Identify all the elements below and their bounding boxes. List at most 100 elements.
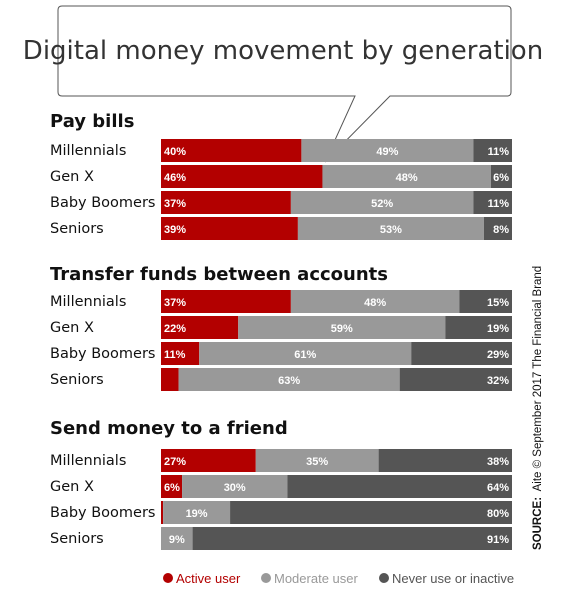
panel-pay-bills: Pay bills Millennials 40% 49% 11% Gen X 46% 48%… [50, 111, 512, 240]
data-label: 53% [380, 224, 402, 236]
category-label: Seniors [50, 221, 104, 237]
data-label: 29% [487, 349, 509, 361]
bar-segment-active [161, 501, 164, 524]
legend-label-active: Active user [176, 571, 241, 586]
bar-segment-never [399, 368, 512, 391]
bar-segment-never [287, 475, 512, 498]
category-label: Millennials [50, 453, 126, 469]
bar-segment-active [161, 139, 302, 162]
chart-title: Digital money movement by generation [23, 36, 543, 66]
data-label: 49% [376, 146, 398, 158]
data-label: 64% [487, 482, 509, 494]
bar-segment-never [473, 191, 512, 214]
category-label: Seniors [50, 372, 104, 388]
legend-label-moderate: Moderate user [274, 571, 358, 586]
bar-segment-active [161, 449, 256, 472]
data-label: 11% [488, 198, 510, 210]
bar-segment-moderate [163, 501, 231, 524]
legend-swatch-active [163, 573, 173, 583]
data-label: 46% [164, 172, 186, 184]
bar-segment-moderate [322, 165, 491, 188]
bar-segment-active [161, 217, 298, 240]
bar-segment-active [161, 316, 239, 339]
bar-segment-never [445, 316, 512, 339]
data-label: 40% [164, 146, 186, 158]
data-label: 38% [487, 456, 509, 468]
category-label: Baby Boomers [50, 195, 155, 211]
data-label: 19% [186, 508, 208, 520]
source-text: Aite © September 2017 The Financial Bran… [532, 266, 544, 492]
bar-segment-active [161, 475, 183, 498]
data-label: 37% [164, 297, 186, 309]
bar-segment-moderate [161, 527, 193, 550]
data-label: 19% [487, 323, 509, 335]
data-label: 8% [493, 224, 509, 236]
data-label: 32% [487, 375, 509, 387]
data-label: 61% [294, 349, 316, 361]
legend-label-never: Never use or inactive [392, 571, 514, 586]
data-label: 11% [164, 349, 186, 361]
category-label: Baby Boomers [50, 505, 155, 521]
data-label: 39% [164, 224, 186, 236]
bar-segment-never [230, 501, 512, 524]
bar-segment-moderate [199, 342, 412, 365]
category-label: Gen X [50, 320, 94, 336]
chart-panels: Pay bills Millennials 40% 49% 11% Gen X 46% 48%… [50, 111, 512, 550]
data-label: 30% [224, 482, 246, 494]
data-label: 15% [487, 297, 509, 309]
source-note: SOURCE: Aite © September 2017 The Financ… [532, 266, 544, 550]
category-label: Seniors [50, 531, 104, 547]
data-label: 37% [164, 198, 186, 210]
bar-segment-moderate [182, 475, 288, 498]
panel-title: Send money to a friend [50, 418, 288, 439]
bar-segment-moderate [297, 217, 484, 240]
category-label: Gen X [50, 479, 94, 495]
data-label: 11% [488, 146, 510, 158]
category-label: Baby Boomers [50, 346, 155, 362]
bar-segment-never [483, 217, 512, 240]
data-label: 6% [493, 172, 509, 184]
category-label: Gen X [50, 169, 94, 185]
bar-segment-never [473, 139, 512, 162]
data-label: 48% [364, 297, 386, 309]
data-label: 27% [164, 456, 186, 468]
bar-segment-never [192, 527, 512, 550]
data-label: 48% [396, 172, 418, 184]
data-label: 63% [278, 375, 300, 387]
category-label: Millennials [50, 294, 126, 310]
data-label: 22% [164, 323, 186, 335]
source-label: SOURCE: [532, 497, 544, 550]
bar-segment-never [411, 342, 512, 365]
data-label: 59% [331, 323, 353, 335]
bar-segment-moderate [301, 139, 474, 162]
legend-swatch-moderate [261, 573, 271, 583]
title-bubble [57, 5, 512, 163]
bar-segment-active [161, 368, 179, 391]
data-label: 91% [487, 534, 509, 546]
data-label: 80% [487, 508, 509, 520]
legend: Active user Moderate user Never use or i… [163, 571, 514, 586]
bar-segment-active [161, 191, 291, 214]
data-label: 9% [169, 534, 185, 546]
panel-title: Transfer funds between accounts [50, 264, 388, 285]
bar-segment-active [161, 342, 200, 365]
category-label: Millennials [50, 143, 126, 159]
bar-segment-active [161, 165, 323, 188]
bar-segment-moderate [290, 290, 460, 313]
panel-send-money-to-a-friend: Send money to a friend Millennials 27% 35% 3… [50, 418, 512, 550]
bar-segment-active [161, 290, 291, 313]
bar-segment-never [459, 290, 512, 313]
bar-segment-moderate [238, 316, 446, 339]
bar-segment-moderate [255, 449, 379, 472]
bar-segment-moderate [290, 191, 474, 214]
panel-transfer-funds-between-accounts: Transfer funds between accounts Millennia… [50, 264, 512, 391]
bar-segment-never [490, 165, 512, 188]
bar-segment-never [378, 449, 512, 472]
data-label: 6% [164, 482, 180, 494]
panel-title: Pay bills [50, 111, 134, 132]
data-label: 52% [371, 198, 393, 210]
data-label: 35% [306, 456, 328, 468]
legend-swatch-never [379, 573, 389, 583]
bar-segment-moderate [178, 368, 400, 391]
